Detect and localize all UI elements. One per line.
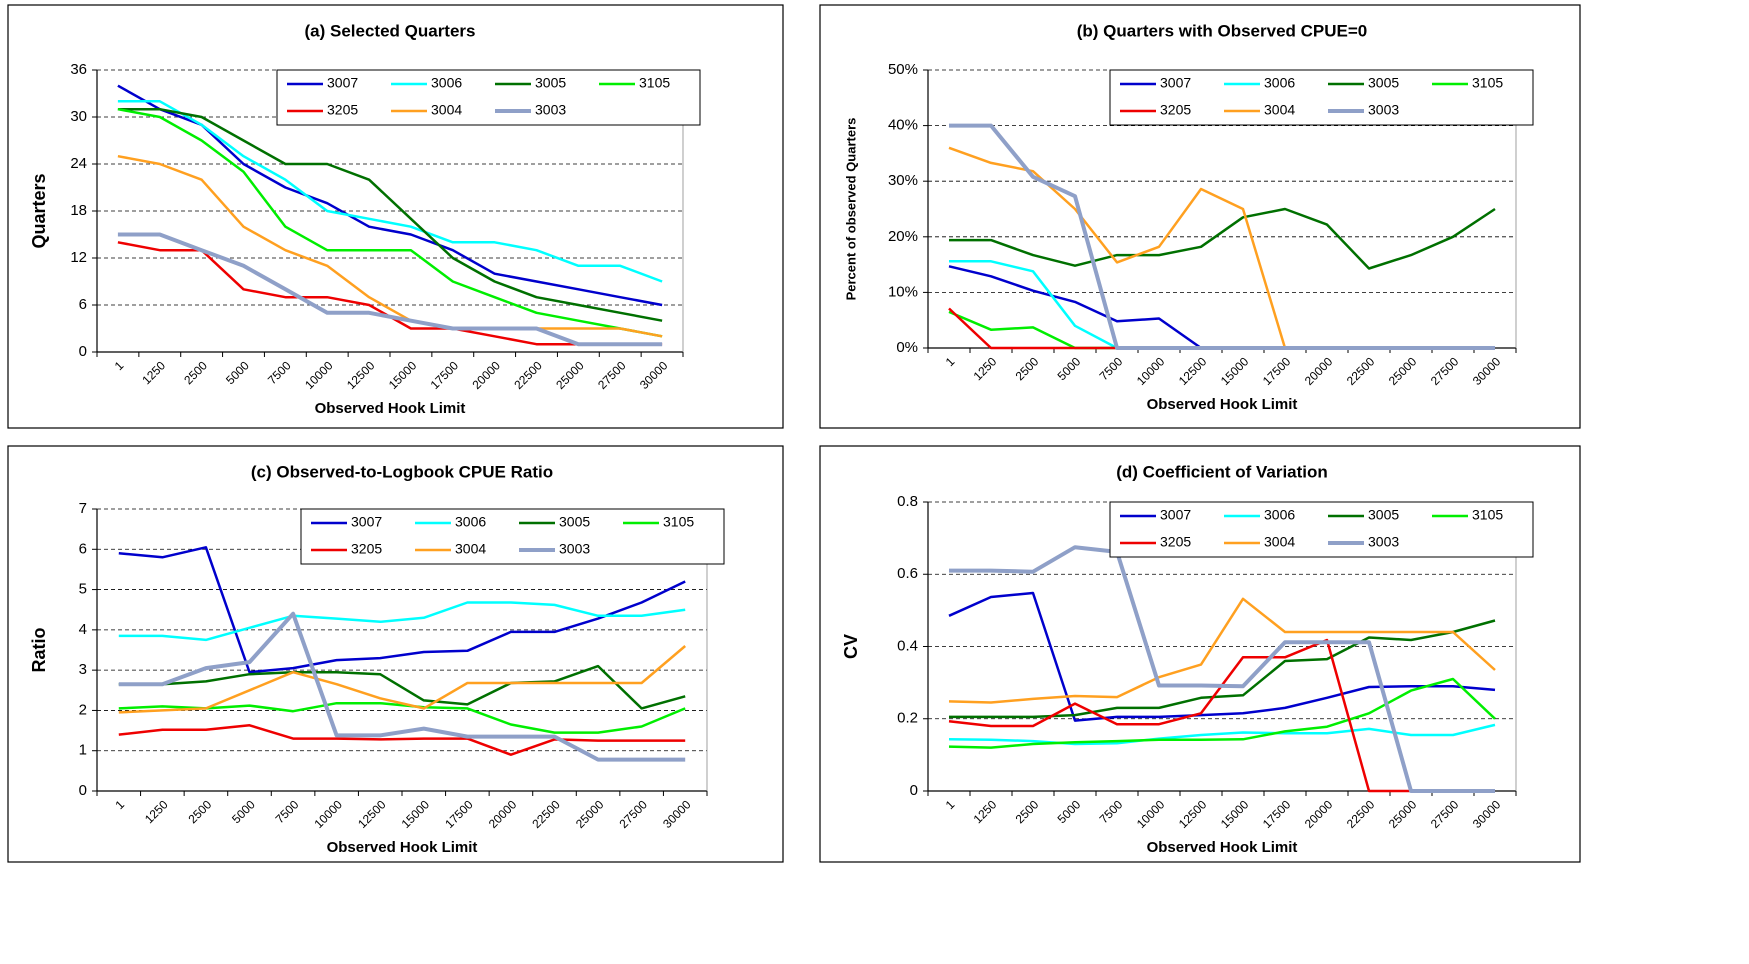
y-tick-label: 4	[79, 621, 87, 638]
series-line	[949, 619, 1496, 719]
series-line	[118, 724, 686, 756]
legend-label: 3105	[1472, 507, 1503, 523]
y-tick-label: 0.4	[897, 637, 918, 654]
y-tick-label: 50%	[888, 61, 918, 78]
y-tick-label: 6	[79, 296, 87, 313]
y-tick-label: 7	[79, 500, 87, 517]
chart-title: (d) Coefficient of Variation	[1116, 462, 1328, 481]
y-tick-label: 10%	[888, 283, 918, 300]
y-tick-label: 0	[79, 782, 87, 799]
legend-label: 3105	[639, 75, 670, 91]
legend-label: 3006	[455, 514, 486, 530]
legend-label: 3205	[1160, 534, 1191, 550]
y-tick-label: 30	[70, 108, 87, 125]
legend-label: 3205	[351, 541, 382, 557]
y-tick-label: 20%	[888, 228, 918, 245]
chart-title: (c) Observed-to-Logbook CPUE Ratio	[251, 462, 553, 481]
legend-label: 3007	[327, 75, 358, 91]
x-axis-title: Observed Hook Limit	[1147, 839, 1298, 856]
y-tick-label: 0	[79, 343, 87, 360]
series-line	[117, 107, 663, 338]
series-line	[949, 207, 1496, 270]
series-line	[118, 611, 686, 762]
series-line	[949, 545, 1495, 793]
y-tick-label: 0.6	[897, 565, 918, 582]
y-axis-title: Percent of observed Quarters	[843, 118, 858, 301]
legend-label: 3006	[1264, 507, 1295, 523]
panel-frame	[7, 445, 784, 863]
y-tick-label: 36	[70, 61, 87, 78]
series-line	[948, 591, 1496, 722]
legend-label: 3007	[1160, 75, 1191, 91]
legend-box	[1109, 69, 1534, 126]
legend-label: 3004	[1264, 534, 1295, 550]
y-tick-label: 6	[79, 540, 87, 557]
legend-box	[276, 69, 701, 126]
y-tick-label: 30%	[888, 172, 918, 189]
y-tick-label: 24	[70, 155, 87, 172]
chart-title: (b) Quarters with Observed CPUE=0	[1077, 21, 1368, 40]
legend-label: 3205	[1160, 102, 1191, 118]
legend-label: 3006	[431, 75, 462, 91]
x-axis-title: Observed Hook Limit	[327, 839, 478, 856]
legend-box	[300, 508, 725, 565]
legend-label: 3003	[1368, 102, 1399, 118]
series-line	[118, 645, 687, 714]
legend-label: 3004	[1264, 102, 1295, 118]
legend-label: 3003	[559, 541, 590, 557]
legend-label: 3006	[1264, 75, 1295, 91]
y-tick-label: 5	[79, 581, 87, 598]
series-line	[117, 154, 663, 338]
y-tick-label: 2	[79, 701, 87, 718]
series-line	[948, 723, 1496, 746]
legend-box	[1109, 501, 1534, 558]
legend-label: 3007	[351, 514, 382, 530]
series-line	[118, 664, 686, 710]
y-tick-label: 0.2	[897, 710, 918, 727]
legend-label: 3004	[431, 102, 462, 118]
legend-label: 3105	[1472, 75, 1503, 91]
y-axis-title: CV	[841, 634, 861, 659]
series-line	[949, 123, 1495, 350]
legend-label: 3105	[663, 514, 694, 530]
legend-label: 3007	[1160, 507, 1191, 523]
series-line	[948, 597, 1496, 704]
x-axis-title: Observed Hook Limit	[1147, 396, 1298, 413]
legend-label: 3005	[1368, 507, 1399, 523]
series-line	[118, 701, 686, 734]
y-tick-label: 0%	[896, 339, 918, 356]
legend-label: 3004	[455, 541, 486, 557]
series-line	[117, 232, 663, 347]
y-tick-label: 3	[79, 661, 87, 678]
y-tick-label: 1	[79, 742, 87, 759]
legend-label: 3005	[535, 75, 566, 91]
panel-frame	[7, 4, 784, 429]
chart-title: (a) Selected Quarters	[304, 21, 475, 40]
series-line	[948, 677, 1496, 749]
series-line	[118, 546, 686, 674]
y-axis-title: Ratio	[29, 627, 49, 672]
legend-label: 3003	[535, 102, 566, 118]
y-tick-label: 0.8	[897, 493, 918, 510]
x-axis-title: Observed Hook Limit	[315, 400, 466, 417]
series-line	[118, 601, 686, 642]
series-line	[117, 107, 663, 322]
y-axis-title: Quarters	[29, 173, 49, 248]
legend-label: 3003	[1368, 534, 1399, 550]
legend-label: 3205	[327, 102, 358, 118]
y-tick-label: 18	[70, 202, 87, 219]
y-tick-label: 12	[70, 249, 87, 266]
legend-label: 3005	[559, 514, 590, 530]
legend-label: 3005	[1368, 75, 1399, 91]
y-tick-label: 0	[910, 782, 918, 799]
y-tick-label: 40%	[888, 117, 918, 134]
series-line	[117, 100, 663, 283]
